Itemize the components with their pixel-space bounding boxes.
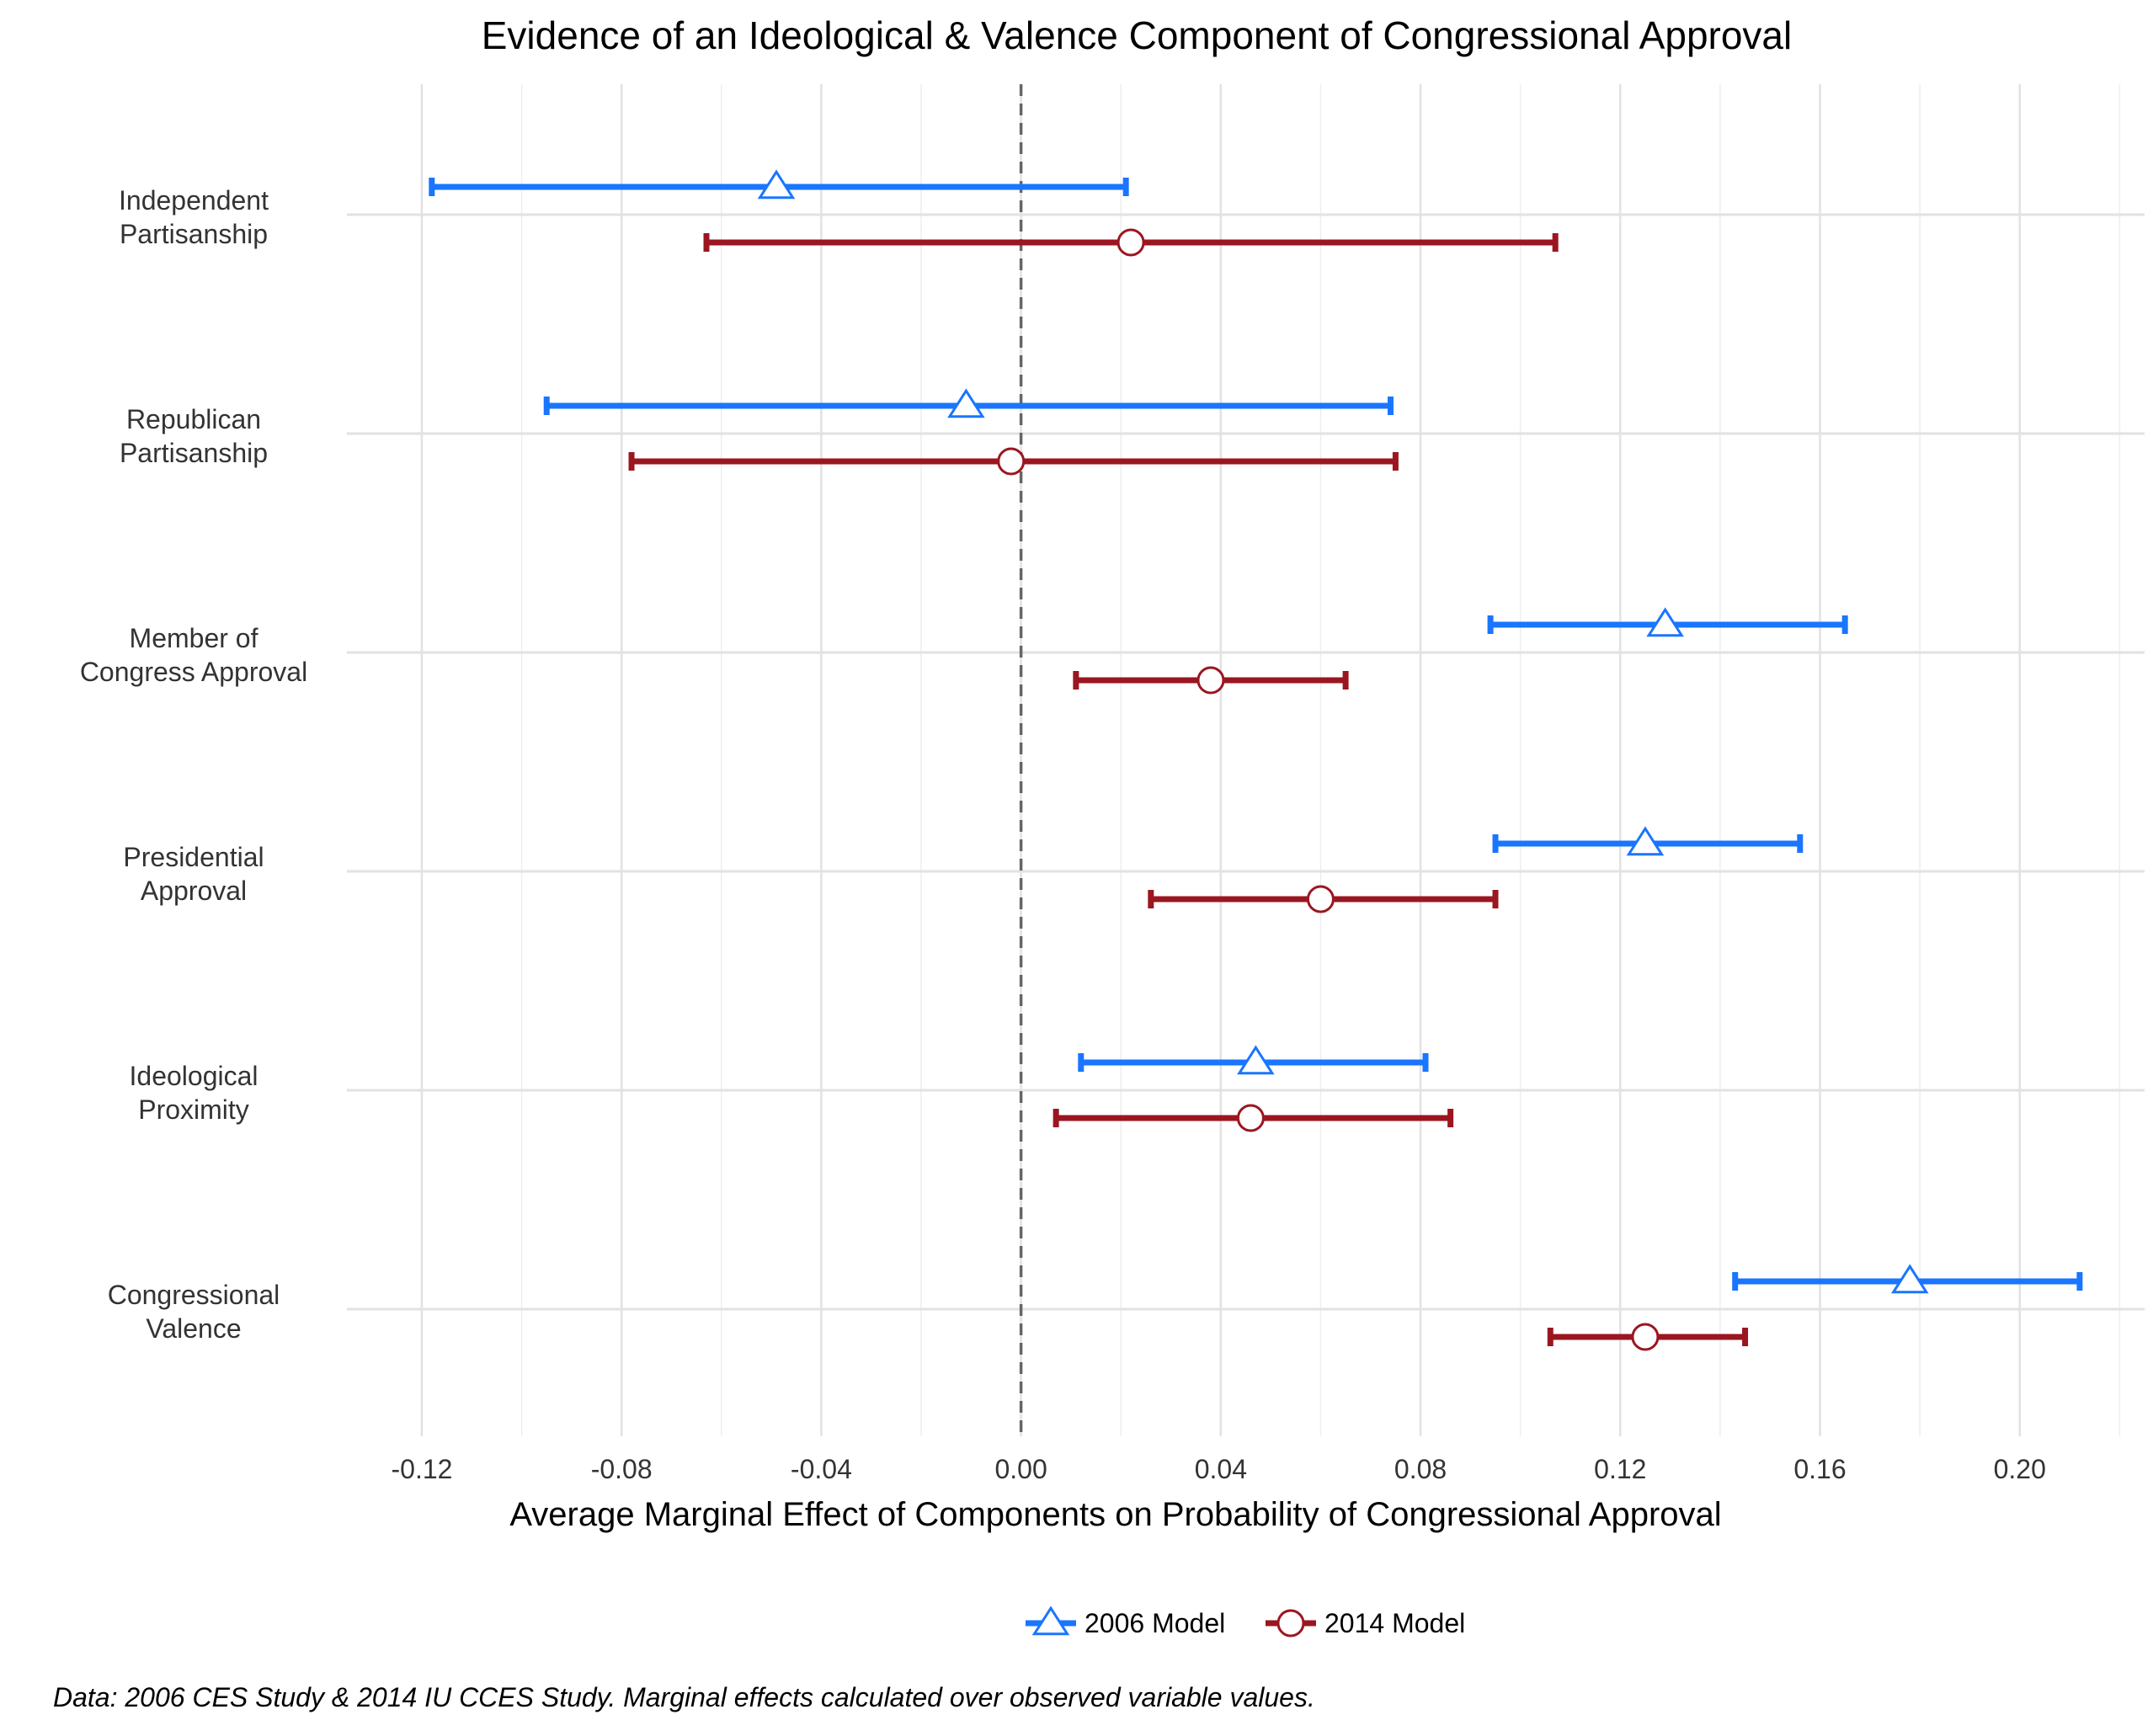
point-estimate-circle	[1196, 666, 1225, 695]
category-label: Ideological Proximity	[130, 1061, 258, 1125]
x-tick-label: 0.12	[1594, 1454, 1646, 1484]
point-estimate-triangle	[1237, 1045, 1275, 1075]
category-label: Republican Partisanship	[120, 404, 268, 468]
category-labels: Independent Partisanship Republican Partisa…	[80, 185, 307, 1344]
legend-item: 2014 Model	[1266, 1608, 1465, 1638]
x-tick-label: 0.08	[1394, 1454, 1447, 1484]
x-tick-label: 0.04	[1195, 1454, 1247, 1484]
series-second	[628, 228, 1749, 1351]
plot-marks	[429, 169, 2083, 1351]
x-tick-label: 0.20	[1994, 1454, 2046, 1484]
point-estimate-circle	[997, 447, 1026, 476]
point-estimate-circle	[1116, 228, 1145, 257]
point-estimate-triangle	[757, 169, 796, 200]
x-axis-title: Average Marginal Effect of Components on…	[509, 1496, 1721, 1533]
category-label: Independent Partisanship	[119, 185, 269, 249]
legend-label: 2006 Model	[1084, 1608, 1225, 1638]
x-tick-label: -0.04	[791, 1454, 852, 1484]
point-estimate-triangle	[1646, 607, 1684, 637]
caption: Data: 2006 CES Study & 2014 IU CCES Stud…	[53, 1682, 1315, 1712]
legend: 2006 Model 2014 Model	[1026, 1606, 1465, 1638]
point-estimate-circle	[1306, 885, 1335, 913]
point-estimate-circle	[1631, 1323, 1660, 1351]
x-tick-label: -0.12	[391, 1454, 452, 1484]
series-first	[429, 169, 2083, 1294]
grid	[347, 84, 2145, 1436]
category-label: Congressional Valence	[108, 1280, 280, 1344]
legend-circle-marker	[1276, 1609, 1305, 1637]
x-tick-labels: -0.12 -0.08 -0.04 0.00 0.04 0.08 0.12 0.16 0.20	[391, 1454, 2045, 1484]
legend-triangle-marker	[1031, 1606, 1070, 1636]
point-estimate-circle	[1236, 1104, 1265, 1132]
category-label: Member of Congress Approval	[80, 623, 307, 687]
category-label: Presidential Approval	[123, 842, 264, 906]
x-tick-label: -0.08	[591, 1454, 653, 1484]
x-tick-label: 0.00	[994, 1454, 1047, 1484]
point-estimate-triangle	[947, 388, 985, 418]
legend-label: 2014 Model	[1324, 1608, 1465, 1638]
point-estimate-triangle	[1890, 1264, 1929, 1294]
legend-item: 2006 Model	[1026, 1606, 1225, 1638]
point-estimate-triangle	[1626, 826, 1665, 856]
chart-title: Evidence of an Ideological & Valence Com…	[482, 13, 1792, 57]
x-tick-label: 0.16	[1793, 1454, 1846, 1484]
